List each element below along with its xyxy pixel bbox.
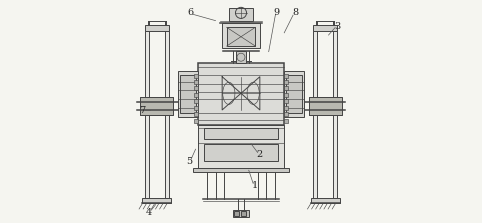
- Text: 1: 1: [252, 181, 258, 190]
- Bar: [313, 31, 318, 198]
- Bar: [164, 31, 169, 198]
- Bar: [284, 74, 288, 78]
- Bar: [145, 25, 169, 31]
- Bar: [193, 168, 289, 172]
- Bar: [284, 99, 288, 103]
- Bar: [194, 106, 198, 110]
- Bar: [198, 63, 284, 125]
- Bar: [140, 97, 174, 115]
- Bar: [198, 125, 284, 168]
- Bar: [311, 198, 340, 203]
- Bar: [227, 27, 255, 46]
- Bar: [194, 80, 198, 84]
- Bar: [234, 211, 240, 216]
- Bar: [194, 119, 198, 123]
- Text: 2: 2: [257, 150, 263, 159]
- Bar: [145, 31, 149, 198]
- Bar: [194, 74, 198, 78]
- Bar: [194, 87, 198, 91]
- Bar: [204, 144, 278, 161]
- Bar: [284, 119, 288, 123]
- Bar: [164, 21, 166, 25]
- Text: 9: 9: [273, 8, 280, 17]
- Bar: [284, 112, 288, 116]
- Text: 4: 4: [146, 208, 152, 217]
- Bar: [178, 70, 198, 117]
- Text: 6: 6: [187, 8, 193, 17]
- Bar: [142, 198, 171, 203]
- Bar: [284, 80, 288, 84]
- Bar: [284, 93, 288, 97]
- Bar: [241, 211, 246, 216]
- Bar: [194, 93, 198, 97]
- Bar: [148, 21, 149, 25]
- Bar: [284, 87, 288, 91]
- Text: 3: 3: [335, 22, 340, 31]
- Bar: [229, 8, 253, 21]
- Bar: [333, 21, 334, 25]
- Bar: [308, 97, 342, 115]
- Bar: [284, 70, 304, 117]
- Bar: [316, 21, 318, 25]
- Bar: [284, 106, 288, 110]
- Bar: [194, 99, 198, 103]
- Text: 5: 5: [186, 157, 192, 166]
- Text: 8: 8: [292, 8, 298, 17]
- Bar: [222, 23, 260, 48]
- Text: 7: 7: [139, 106, 146, 115]
- Bar: [233, 210, 249, 217]
- Bar: [194, 112, 198, 116]
- Bar: [333, 31, 337, 198]
- Bar: [286, 75, 302, 113]
- Bar: [236, 51, 246, 63]
- Bar: [180, 75, 196, 113]
- Bar: [313, 25, 337, 31]
- Bar: [204, 128, 278, 139]
